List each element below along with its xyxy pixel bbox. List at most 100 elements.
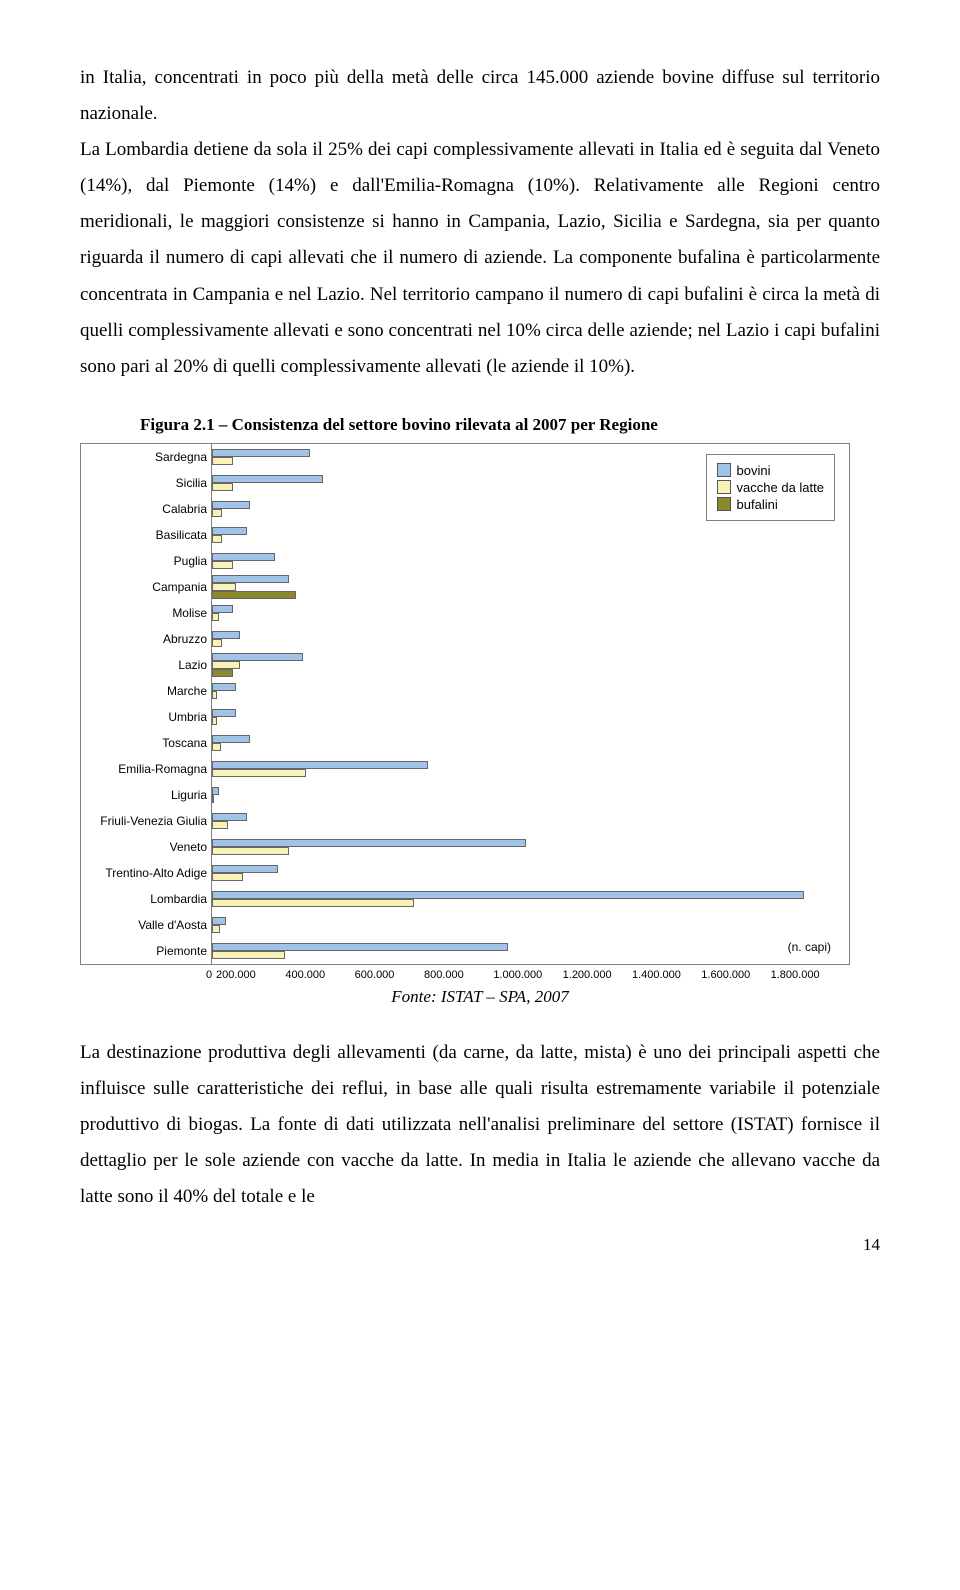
region-label: Umbria: [81, 704, 207, 730]
legend-swatch-bovini: [717, 463, 731, 477]
bar-bovini: [212, 787, 219, 795]
bar-row: [212, 704, 839, 730]
x-tick: 400.000: [285, 969, 354, 981]
region-label: Lazio: [81, 652, 207, 678]
bar-bovini: [212, 449, 310, 457]
bar-bovini: [212, 839, 526, 847]
bar-bufalini: [212, 669, 233, 677]
bar-bovini: [212, 761, 428, 769]
bar-bovini: [212, 575, 289, 583]
x-tick: 1.600.000: [701, 969, 770, 981]
figure-title: Figura 2.1 – Consistenza del settore bov…: [140, 415, 880, 435]
bar-row: [212, 548, 839, 574]
bar-bovini: [212, 917, 226, 925]
bar-vacche: [212, 873, 243, 881]
bar-vacche: [212, 821, 228, 829]
region-label: Molise: [81, 600, 207, 626]
chart-unit-label: (n. capi): [788, 940, 831, 954]
bar-vacche: [212, 661, 240, 669]
bar-vacche: [212, 639, 222, 647]
bar-bovini: [212, 553, 275, 561]
bar-row: [212, 886, 839, 912]
x-tick: 0: [206, 969, 216, 981]
bar-vacche: [212, 457, 233, 465]
bar-bovini: [212, 631, 240, 639]
chart-legend: bovini vacche da latte bufalini: [706, 454, 835, 521]
region-label: Friuli-Venezia Giulia: [81, 808, 207, 834]
bar-vacche: [212, 717, 217, 725]
bar-vacche: [212, 899, 414, 907]
bar-vacche: [212, 951, 285, 959]
chart-y-labels: SardegnaSiciliaCalabriaBasilicataPugliaC…: [81, 444, 211, 964]
region-label: Emilia-Romagna: [81, 756, 207, 782]
region-label: Puglia: [81, 548, 207, 574]
bar-bovini: [212, 475, 323, 483]
region-label: Campania: [81, 574, 207, 600]
region-label: Sicilia: [81, 470, 207, 496]
paragraph-2: La Lombardia detiene da sola il 25% dei …: [80, 132, 880, 385]
bar-vacche: [212, 769, 306, 777]
x-tick: 1.400.000: [632, 969, 701, 981]
bar-row: [212, 730, 839, 756]
x-tick: 1.800.000: [771, 969, 840, 981]
legend-swatch-vacche: [717, 480, 731, 494]
bar-row: [212, 912, 839, 938]
legend-item-bufalini: bufalini: [717, 497, 824, 512]
x-tick: 800.000: [424, 969, 493, 981]
bar-bovini: [212, 813, 247, 821]
bar-vacche: [212, 691, 217, 699]
bar-bovini: [212, 683, 236, 691]
chart-bars: [211, 444, 849, 964]
region-label: Veneto: [81, 834, 207, 860]
bar-bufalini: [212, 591, 296, 599]
region-label: Abruzzo: [81, 626, 207, 652]
bar-row: [212, 756, 839, 782]
bar-bovini: [212, 653, 303, 661]
bar-row: [212, 574, 839, 600]
bar-row: [212, 808, 839, 834]
x-tick: 1.200.000: [563, 969, 632, 981]
region-label: Marche: [81, 678, 207, 704]
bar-bovini: [212, 865, 278, 873]
region-label: Lombardia: [81, 886, 207, 912]
bar-bovini: [212, 527, 247, 535]
region-label: Basilicata: [81, 522, 207, 548]
bar-row: [212, 626, 839, 652]
bar-row: [212, 652, 839, 678]
legend-label-bufalini: bufalini: [737, 497, 778, 512]
bar-vacche: [212, 925, 220, 933]
bar-bovini: [212, 501, 250, 509]
bar-vacche: [212, 509, 222, 517]
paragraph-1: in Italia, concentrati in poco più della…: [80, 60, 880, 132]
bar-row: [212, 782, 839, 808]
region-label: Toscana: [81, 730, 207, 756]
bar-vacche: [212, 535, 222, 543]
legend-item-vacche: vacche da latte: [717, 480, 824, 495]
bar-vacche: [212, 743, 221, 751]
bar-bovini: [212, 891, 804, 899]
chart-container: SardegnaSiciliaCalabriaBasilicataPugliaC…: [80, 443, 850, 965]
legend-label-bovini: bovini: [737, 463, 771, 478]
bar-row: [212, 600, 839, 626]
bar-vacche: [212, 561, 233, 569]
bar-vacche: [212, 795, 214, 803]
bar-bovini: [212, 605, 233, 613]
paragraph-3: La destinazione produttiva degli allevam…: [80, 1035, 880, 1215]
region-label: Trentino-Alto Adige: [81, 860, 207, 886]
x-tick: 600.000: [355, 969, 424, 981]
bar-vacche: [212, 613, 219, 621]
region-label: Sardegna: [81, 444, 207, 470]
legend-swatch-bufalini: [717, 497, 731, 511]
region-label: Liguria: [81, 782, 207, 808]
x-tick: 1.000.000: [493, 969, 562, 981]
legend-label-vacche: vacche da latte: [737, 480, 824, 495]
chart-x-axis: 0200.000400.000600.000800.0001.000.0001.…: [210, 965, 840, 981]
bar-row: [212, 834, 839, 860]
bar-row: [212, 938, 839, 964]
bar-bovini: [212, 735, 250, 743]
region-label: Calabria: [81, 496, 207, 522]
bar-bovini: [212, 709, 236, 717]
figure-source: Fonte: ISTAT – SPA, 2007: [80, 987, 880, 1007]
region-label: Valle d'Aosta: [81, 912, 207, 938]
bar-vacche: [212, 847, 289, 855]
